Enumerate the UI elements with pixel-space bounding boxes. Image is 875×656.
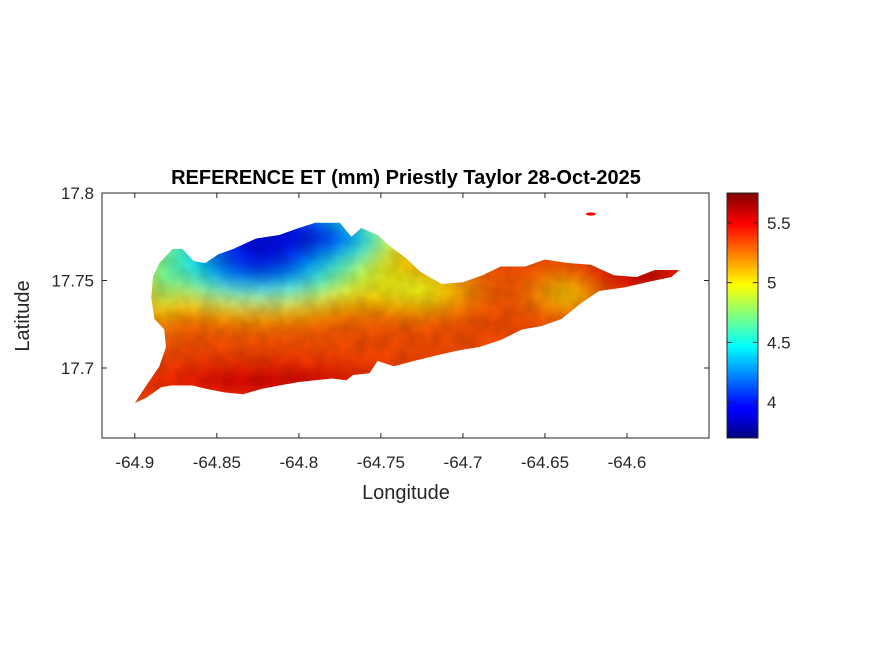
x-tick-label: -64.9 — [115, 453, 154, 472]
colorbar-tick-label: 4.5 — [767, 333, 791, 352]
colorbar-tick-label: 5 — [767, 274, 776, 293]
colorbar-tick-label: 4 — [767, 393, 776, 412]
y-tick-label: 17.8 — [61, 184, 94, 203]
y-axis-label: Latitude — [12, 280, 34, 351]
x-tick-label: -64.6 — [608, 453, 647, 472]
x-tick-label: -64.75 — [357, 453, 405, 472]
islet — [585, 212, 596, 216]
plot-frame — [101, 192, 710, 439]
colorbar: 4 4.5 5 5.5 — [726, 192, 791, 439]
x-tick-label: -64.85 — [193, 453, 241, 472]
y-tick-label: 17.7 — [61, 359, 94, 378]
x-axis: -64.9 -64.85 -64.8 -64.75 -64.7 -64.65 -64.6 — [115, 193, 646, 472]
colorbar-tick-label: 5.5 — [767, 214, 791, 233]
y-tick-label: 17.75 — [51, 272, 94, 291]
colorbar-gradient — [726, 192, 759, 439]
x-tick-label: -64.65 — [521, 453, 569, 472]
chart-title: REFERENCE ET (mm) Priestly Taylor 28-Oct… — [171, 167, 641, 189]
y-axis: 17.7 17.75 17.8 — [51, 184, 709, 378]
x-axis-label: Longitude — [362, 482, 450, 504]
x-tick-label: -64.7 — [444, 453, 483, 472]
x-tick-label: -64.8 — [279, 453, 318, 472]
